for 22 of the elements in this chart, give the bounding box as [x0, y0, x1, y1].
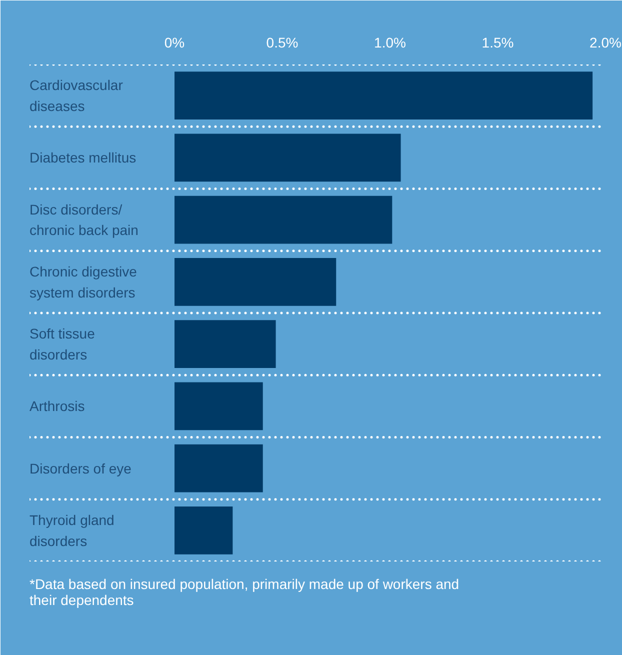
bar: [174, 506, 233, 554]
y-tick-label: Diabetes mellitus: [30, 150, 136, 166]
bar: [174, 320, 276, 368]
y-tick-label: Arthrosis: [30, 398, 85, 414]
bar: [174, 196, 392, 244]
y-tick-label: Chronic digestive system disorders: [30, 264, 138, 300]
x-tick-label: 0.5%: [266, 34, 298, 50]
bar: [174, 382, 263, 430]
y-tick-label: Soft tissue disorders: [30, 326, 96, 362]
y-tick-label: Disc disorders/ chronic back pain: [30, 201, 138, 238]
bar: [174, 444, 263, 492]
x-tick-label: 1.0%: [374, 34, 406, 50]
bar: [174, 134, 401, 182]
x-tick-label: 1.5%: [482, 34, 514, 50]
y-tick-label: Cardiovascular diseases: [30, 77, 124, 114]
x-tick-label: 2.0%: [590, 34, 622, 50]
bar: [174, 258, 336, 306]
bar: [174, 72, 593, 120]
x-tick-label: 0%: [164, 34, 185, 50]
text: *Data based on insured population, primarily made up of workers and their dependents: [30, 576, 460, 608]
y-tick-label: Thyroid gland disorders: [30, 512, 114, 549]
y-tick-label: Disorders of eye: [30, 460, 132, 476]
